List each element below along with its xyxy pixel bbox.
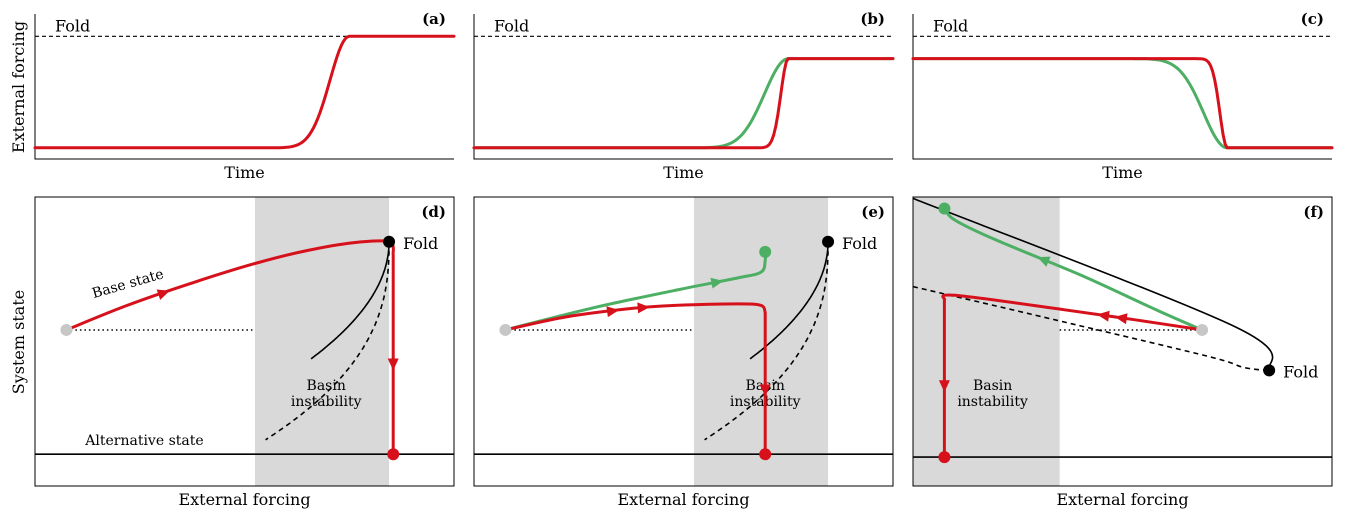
marker-green-f (938, 202, 951, 215)
marker-red-d (387, 448, 400, 461)
panel-a: Fold (a) Time (33, 10, 456, 182)
axes-frame-f (912, 196, 1333, 487)
series-red-a (33, 34, 456, 150)
red-trajectory-f (941, 293, 1204, 459)
alternative-state-label: Alternative state (84, 433, 203, 449)
green-arrow-f-0 (1037, 256, 1051, 267)
panel-label-f: (f) (1303, 203, 1324, 221)
panel-f: (f) External forcing Basin instability Fold (912, 196, 1333, 509)
unstable-branch-e (704, 241, 829, 441)
panel-label-d: (d) (421, 203, 446, 221)
series-green-c (911, 57, 1334, 150)
fold-label-c: Fold (933, 16, 968, 35)
red-arrow-d-0 (156, 289, 170, 300)
xlabel-c: Time (1102, 163, 1142, 182)
xlabel-d: External forcing (178, 490, 310, 509)
panel-label-c: (c) (1301, 10, 1324, 28)
red-trajectory-e (503, 302, 767, 456)
panel-b: Fold (b) Time (472, 10, 895, 182)
red-arrow-e-1 (637, 302, 650, 314)
fold-label-f: Fold (1283, 362, 1318, 381)
marker-black-e (822, 235, 835, 248)
series-red-c (911, 57, 1334, 150)
xlabel-e: External forcing (617, 490, 749, 509)
stable-branch-e (749, 241, 829, 360)
fold-label-d: Fold (403, 234, 438, 253)
ylabel-external-forcing: External forcing (9, 21, 28, 153)
xlabel-a: Time (224, 163, 264, 182)
unstable-branch-f (912, 285, 1270, 372)
panel-label-a: (a) (422, 10, 446, 28)
axes-spines-a (34, 14, 454, 160)
ylabel-system-state: System state (9, 290, 28, 394)
unstable-branch-d (265, 241, 390, 441)
fold-label-e: Fold (842, 234, 877, 253)
marker-black-d (383, 235, 396, 248)
series-red-b (472, 57, 895, 150)
axes-frame-e (473, 196, 894, 487)
red-arrow-d-1 (387, 358, 399, 371)
panel-c: Fold (c) Time (911, 10, 1334, 182)
xlabel-b: Time (663, 163, 703, 182)
xlabel-f: External forcing (1056, 490, 1188, 509)
fold-label-a: Fold (55, 16, 90, 35)
basin-instability-region-f (913, 197, 1060, 486)
axes-spines-b (473, 14, 893, 160)
stable-branch-d (310, 241, 390, 360)
red-arrow-f-2 (938, 380, 950, 393)
stable-branch-f (912, 197, 1274, 371)
axes-frame-d (34, 196, 455, 487)
axes-spines-c (912, 14, 1332, 160)
panel-label-b: (b) (860, 10, 885, 28)
green-trajectory-e (503, 250, 768, 332)
marker-black-f (1263, 364, 1276, 377)
basin-label-f: Basin instability (957, 378, 1028, 410)
series-green-b (472, 57, 895, 150)
start-point-f (1196, 323, 1209, 336)
red-arrow-e-0 (606, 306, 620, 318)
marker-red-e (759, 448, 772, 461)
panel-label-e: (e) (861, 203, 885, 221)
marker-red-f (938, 451, 951, 464)
red-arrow-f-1 (1097, 310, 1110, 322)
marker-green-e (759, 245, 772, 258)
red-arrow-e-2 (759, 384, 771, 397)
basin-instability-region-e (693, 197, 829, 486)
start-point-d (60, 323, 73, 336)
red-arrow-f-0 (1114, 313, 1128, 325)
fold-label-b: Fold (494, 16, 529, 35)
green-arrow-e-0 (710, 277, 724, 289)
start-point-e (499, 323, 512, 336)
